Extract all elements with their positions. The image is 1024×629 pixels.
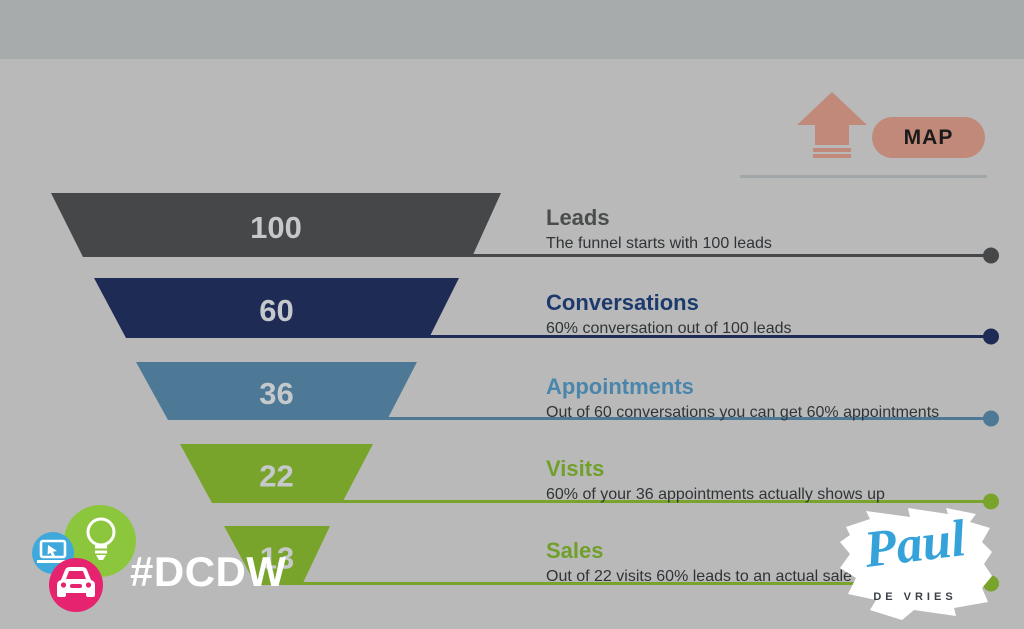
up-arrow-icon [797, 92, 867, 158]
funnel-value-conversations: 60 [259, 293, 293, 328]
brush-stroke-background [840, 508, 992, 620]
connector-dot-visits [983, 493, 999, 510]
stage-title-leads: Leads [546, 205, 610, 230]
funnel-value-sales: 13 [260, 541, 294, 576]
funnel-value-visits: 22 [259, 459, 293, 494]
map-button[interactable]: MAP [872, 117, 985, 158]
stage-description-conversations: 60% conversation out of 100 leads [546, 320, 792, 337]
connector-dot-leads [983, 247, 999, 264]
connector-dot-conversations [983, 328, 999, 345]
stage-title-sales: Sales [546, 538, 604, 563]
funnel-segment-conversations [94, 278, 459, 338]
connector-dot-appointments [983, 410, 999, 427]
stage-description-appointments: Out of 60 conversations you can get 60% … [546, 404, 940, 421]
paul-de-vries-logo: Paul DE VRIES [836, 503, 994, 625]
stage-description-sales: Out of 22 visits 60% leads to an actual … [546, 568, 852, 585]
logo-subtitle: DE VRIES [873, 591, 957, 603]
stage-description-visits: 60% of your 36 appointments actually sho… [546, 486, 885, 503]
stage-label-row-visits: Visits 60% of your 36 appointments actual… [546, 456, 1011, 505]
funnel-value-appointments: 36 [259, 376, 293, 411]
map-separator-line [740, 175, 987, 178]
funnel-segment-sales [224, 526, 330, 585]
funnel-segment-appointments [136, 362, 417, 420]
car-badge [49, 558, 103, 612]
stage-title-visits: Visits [546, 456, 605, 481]
stage-title-conversations: Conversations [546, 290, 699, 315]
funnel-segment-leads [51, 193, 501, 257]
hashtag-dcdw: #DCDW [130, 548, 287, 595]
top-band [0, 0, 1024, 59]
stage-description-leads: The funnel starts with 100 leads [546, 235, 772, 252]
lightbulb-icon [86, 517, 116, 560]
funnel-value-leads: 100 [250, 210, 302, 245]
stage-label-row-leads: Leads The funnel starts with 100 leads [546, 205, 1011, 254]
stage-title-appointments: Appointments [546, 374, 694, 399]
funnel-segment-visits [180, 444, 373, 503]
stage-label-row-appointments: Appointments Out of 60 conversations you … [546, 374, 1011, 423]
car-icon [57, 567, 95, 597]
stage-label-row-conversations: Conversations 60% conversation out of 100… [546, 290, 1011, 339]
stage-label-row-sales: Sales Out of 22 visits 60% leads to an ac… [546, 538, 1011, 587]
